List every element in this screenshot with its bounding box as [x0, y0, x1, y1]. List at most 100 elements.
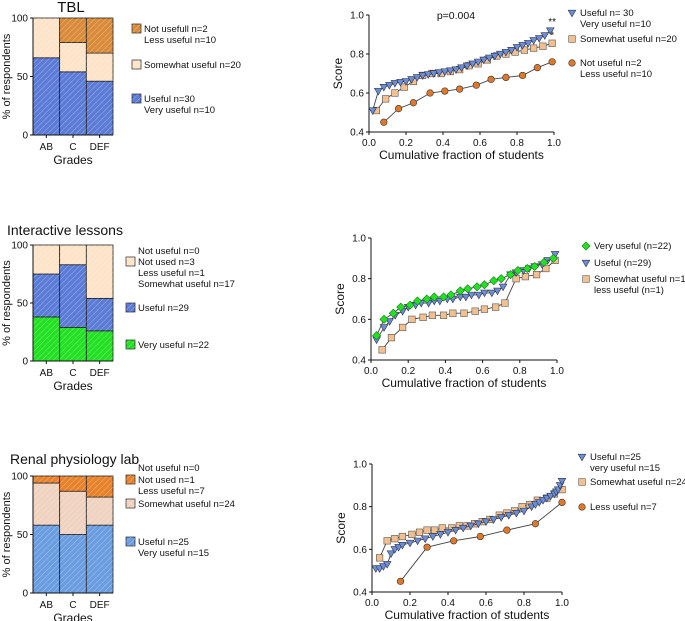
x-tick-label: 0.2 — [403, 598, 417, 609]
y-tick-label: 100 — [11, 241, 28, 252]
data-point — [405, 539, 415, 548]
data-point — [530, 44, 538, 52]
legend-label: Somewhat useful n=20 — [144, 60, 241, 71]
x-tick-label: 0.8 — [513, 366, 527, 377]
legend-label: Very useful n=15 — [138, 548, 209, 559]
x-tick-label: 0.4 — [438, 366, 452, 377]
data-point — [408, 530, 416, 538]
x-tick-label: C — [69, 368, 76, 379]
data-point — [398, 532, 407, 541]
legend-label: Less useful n=1 — [138, 268, 205, 279]
data-point — [440, 68, 450, 76]
legend-label: less useful (n=1) — [594, 285, 664, 296]
legend-label: Very useful n=10 — [580, 19, 651, 30]
data-point — [409, 99, 418, 107]
rpl_bar-chart: Renal physiology lab AB C DEF 0 50 100 Grades % … — [1, 451, 235, 621]
data-point — [533, 64, 541, 72]
legend-label: Useful n=25 — [590, 452, 641, 463]
data-point — [479, 280, 489, 290]
data-point — [387, 334, 396, 342]
data-point — [436, 531, 445, 539]
data-point — [548, 39, 556, 47]
legend-swatch-hatch — [132, 60, 141, 69]
x-tick-label: 0.0 — [365, 598, 379, 609]
data-point — [504, 512, 514, 520]
data-point — [385, 82, 394, 90]
x-axis-label: Grades — [53, 153, 92, 167]
x-tick-label: AB — [40, 142, 54, 153]
data-point — [487, 289, 497, 298]
data-point — [423, 71, 433, 79]
y-tick-label: 1.0 — [350, 11, 364, 22]
data-point — [522, 263, 532, 274]
data-point — [529, 37, 538, 45]
data-point — [423, 526, 431, 534]
legend-label: Not useful n=2 — [580, 58, 642, 69]
data-point — [415, 528, 424, 536]
data-point — [548, 253, 558, 263]
data-point — [466, 522, 476, 531]
bar-segment-hatch — [59, 491, 87, 535]
legend-marker — [582, 275, 590, 283]
data-point — [423, 543, 431, 551]
legend-marker — [568, 35, 576, 43]
legend-label: Somewhat useful n=20 — [580, 34, 677, 45]
legend-label: Useful n= 30 — [580, 8, 634, 19]
data-point — [512, 509, 521, 518]
data-point — [484, 54, 494, 63]
legend-label: Useful (n=29) — [594, 258, 651, 269]
legend-label: Somewhat useful n=24 — [590, 477, 685, 488]
data-point — [496, 50, 505, 59]
legend-label: Less useful n=7 — [138, 486, 205, 497]
data-point — [548, 58, 556, 66]
legend-marker — [578, 503, 586, 511]
bar-segment-hatch — [33, 525, 60, 593]
data-point — [401, 78, 411, 86]
data-point — [557, 477, 567, 486]
data-point — [519, 507, 529, 516]
y-tick-label: 0.4 — [350, 128, 364, 139]
legend-label: Somewhat useful n=17 — [594, 274, 685, 285]
data-point — [542, 264, 550, 273]
tbl_bar-chart: TBL AB C DEF 0 50 100 Grades % of respondents Not… — [1, 0, 241, 167]
legend-swatch-hatch — [132, 24, 141, 33]
legend-label: Not useful n=0 — [138, 463, 200, 474]
y-tick-label: 0 — [22, 589, 28, 600]
bar-segment-hatch — [59, 534, 87, 593]
data-point — [379, 324, 389, 332]
rpl_line-chart: 0.0 0.2 0.4 0.6 0.8 1.0 0.4 0.6 0.8 1.0 Cumulative… — [334, 452, 685, 621]
data-point — [382, 561, 392, 569]
data-point — [368, 107, 378, 115]
x-tick-label: C — [69, 600, 76, 611]
x-tick-label: 0.6 — [476, 366, 490, 377]
p-value-annotation: p=0.004 — [437, 10, 475, 22]
data-point — [534, 35, 544, 43]
data-point — [408, 315, 416, 323]
bar-segment-hatch — [33, 57, 60, 135]
legend-label: Less useful n=7 — [590, 502, 657, 513]
x-axis-label: Cumulative fraction of students — [382, 376, 547, 390]
data-point — [372, 331, 382, 341]
bar-segment-hatch — [33, 245, 60, 274]
data-point — [449, 309, 457, 317]
y-tick-label: 0.4 — [352, 356, 366, 367]
bar-segment-hatch — [59, 245, 87, 265]
data-point — [422, 294, 432, 304]
data-point — [480, 289, 489, 298]
data-point — [496, 514, 506, 522]
data-point — [487, 75, 495, 83]
data-point — [385, 318, 394, 326]
bar-segment-hatch — [59, 18, 87, 43]
x-tick-label: AB — [40, 600, 54, 611]
legend-marker — [581, 241, 591, 251]
chart-title: Interactive lessons — [7, 222, 123, 238]
data-point — [523, 40, 533, 48]
data-point — [386, 550, 396, 559]
data-point — [434, 69, 444, 77]
legend-swatch-hatch — [132, 94, 141, 103]
data-point — [558, 498, 566, 507]
y-axis-label: % of respondents — [1, 33, 13, 119]
y-tick-label: 0.4 — [353, 588, 367, 599]
data-point — [493, 287, 502, 296]
